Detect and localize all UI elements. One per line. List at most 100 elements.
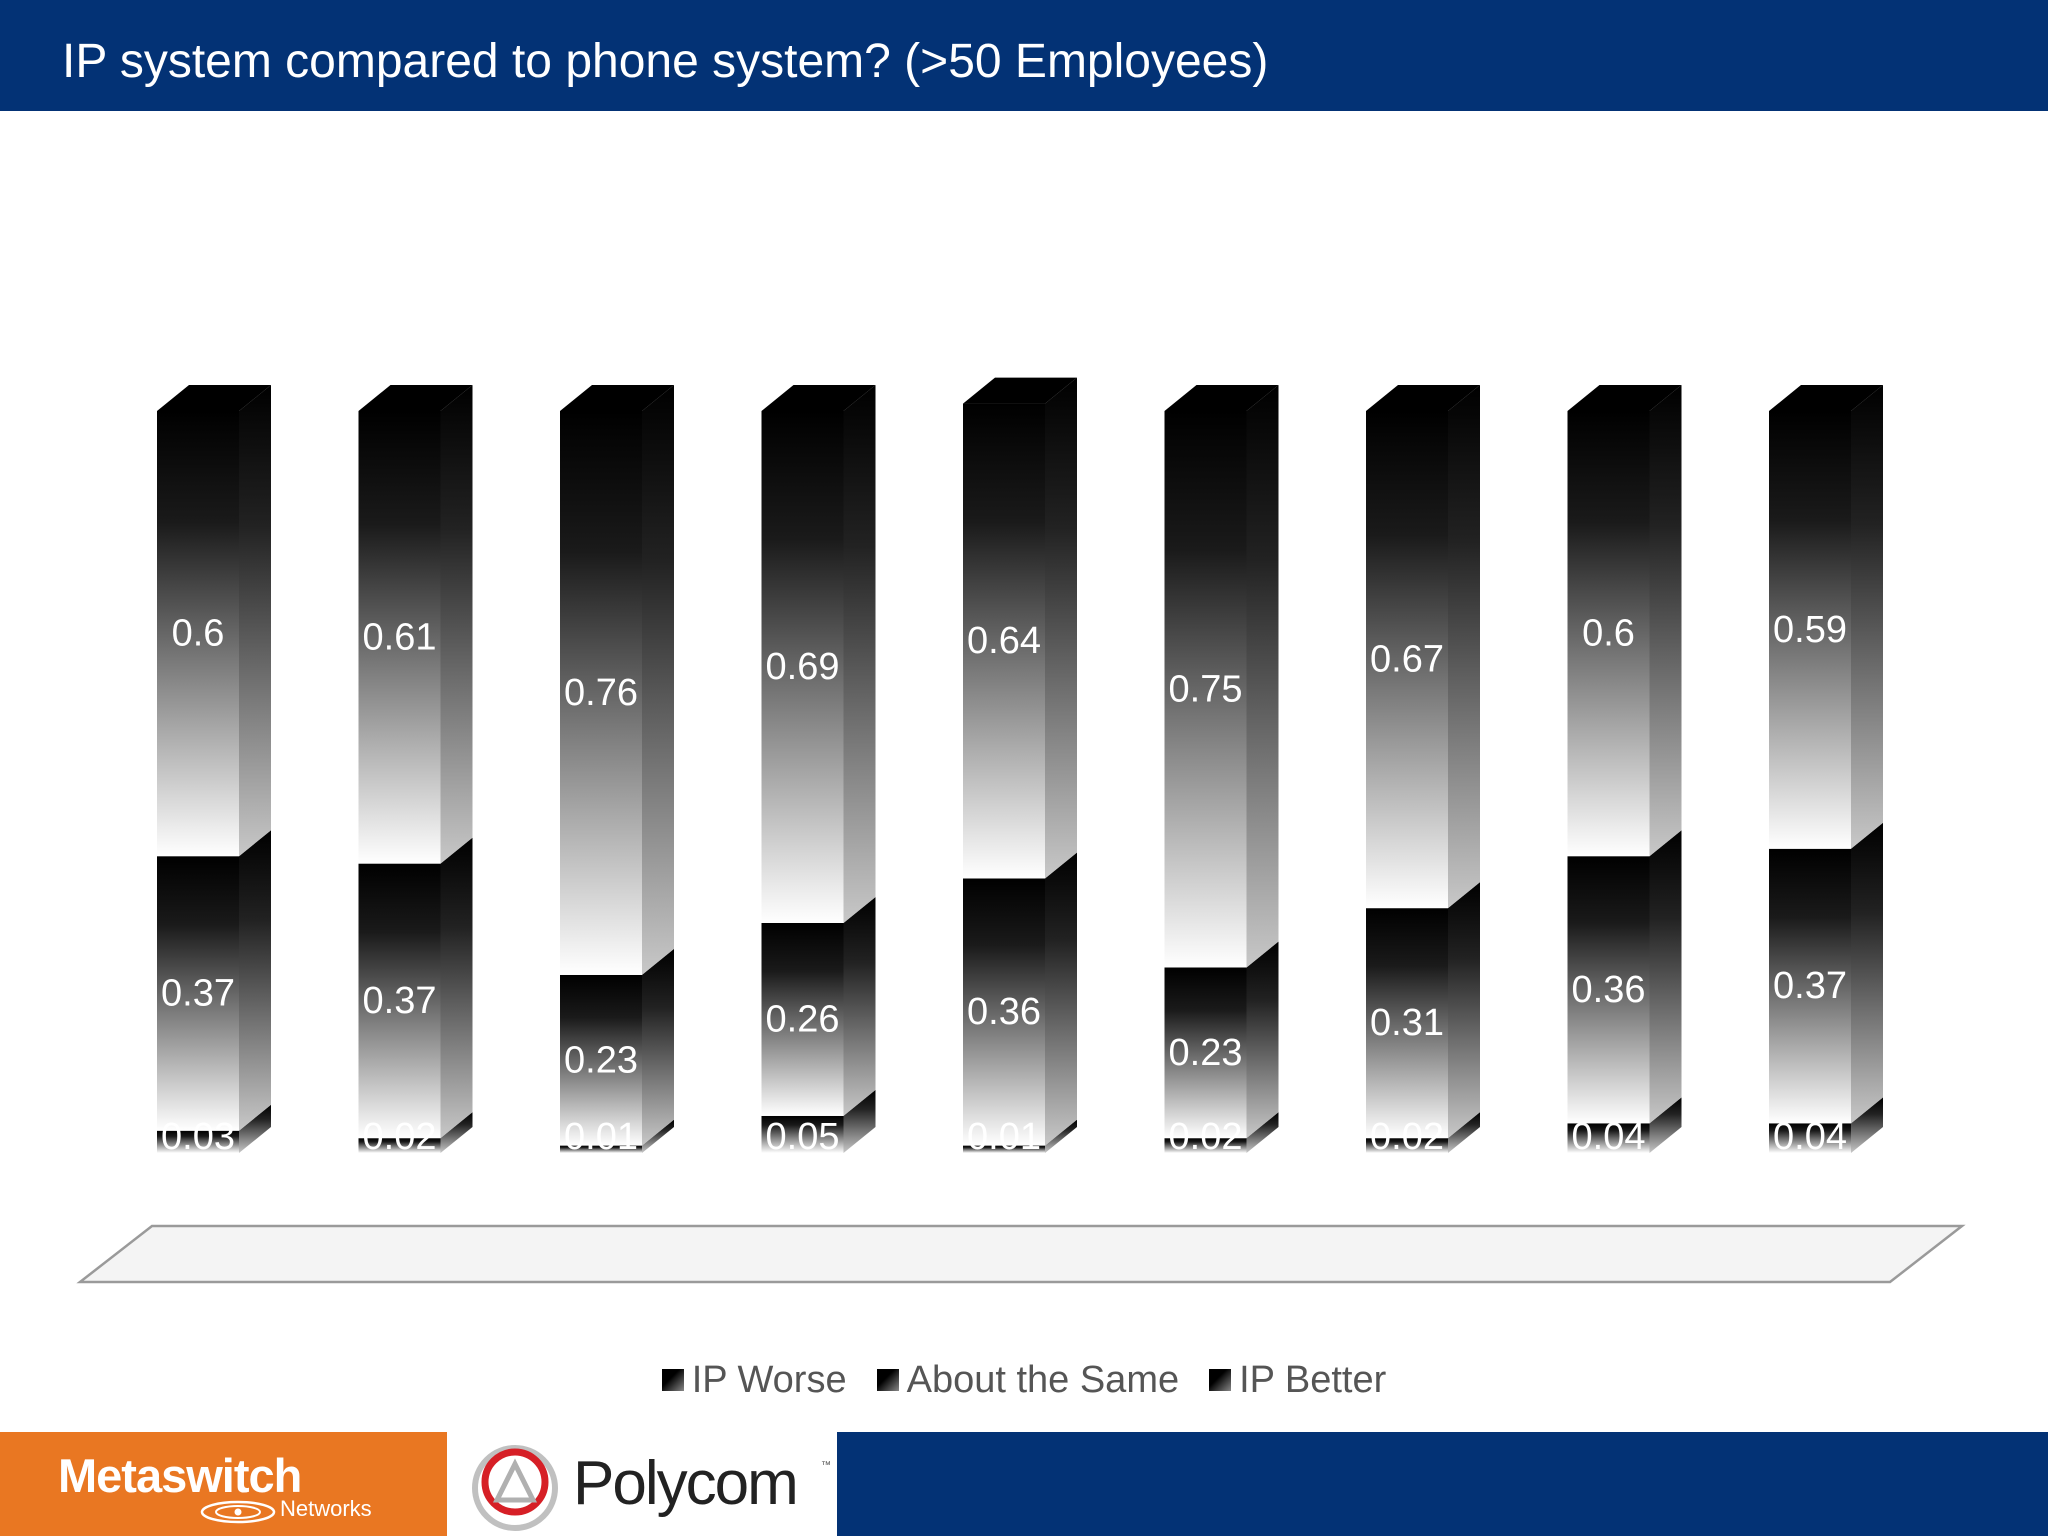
polycom-logo: Polycom ™ xyxy=(467,1436,831,1532)
data-label: 0.02 xyxy=(1370,1116,1444,1158)
page-title: IP system compared to phone system? (>50… xyxy=(62,35,1269,88)
bar-segment xyxy=(157,385,271,857)
bar-side xyxy=(1649,830,1682,1124)
bar-side xyxy=(1851,1097,1883,1153)
bar-front xyxy=(761,411,844,923)
bar-top xyxy=(157,385,271,411)
bar-front xyxy=(358,411,441,864)
bar-segment xyxy=(1164,385,1279,968)
bar-top xyxy=(1164,385,1279,411)
bar-front xyxy=(560,974,642,1146)
bar-segment xyxy=(157,830,271,1131)
bar-side xyxy=(843,896,876,1116)
bar-side xyxy=(1851,822,1883,1124)
legend-item-ip-better: IP Better xyxy=(1209,1359,1386,1402)
bar-segment xyxy=(1769,385,1883,849)
data-label: 0.36 xyxy=(1572,969,1646,1011)
bar-front xyxy=(1366,908,1448,1139)
bar-top xyxy=(1567,385,1682,411)
bar-segment xyxy=(963,852,1077,1146)
data-label: 0.64 xyxy=(967,620,1041,662)
legend-swatch-icon xyxy=(876,1369,899,1391)
bar-side xyxy=(642,948,674,1146)
bar-top xyxy=(1769,385,1883,411)
data-label: 0.59 xyxy=(1773,609,1847,651)
bar-segment xyxy=(1164,1112,1279,1153)
bar-front xyxy=(1567,1123,1650,1153)
bar-front xyxy=(1567,411,1650,857)
polycom-trademark: ™ xyxy=(821,1460,831,1471)
bar-segment xyxy=(1769,822,1883,1124)
bar-segment xyxy=(963,377,1077,879)
data-label: 0.02 xyxy=(1169,1116,1243,1158)
data-label: 0.6 xyxy=(172,613,225,655)
bar-front xyxy=(963,878,1045,1146)
bar-top xyxy=(560,385,674,411)
bar-side xyxy=(1045,852,1077,1146)
bar-segment xyxy=(1769,1097,1883,1153)
bar-segment xyxy=(761,1089,876,1153)
bar-side xyxy=(239,1104,271,1153)
metaswitch-logo: Metaswitch Networks xyxy=(58,1444,388,1528)
bar-side xyxy=(1649,1097,1682,1153)
data-label: 0.6 xyxy=(1582,613,1635,655)
bar-segment xyxy=(1567,830,1682,1124)
data-label: 0.61 xyxy=(363,616,437,658)
bar-front xyxy=(560,411,642,975)
bar-front xyxy=(1769,411,1851,849)
chart-data-labels: 0.03 0.37 0.6 0.02 0.37 0.61 0.01 0.23 0.76 0.05 0… xyxy=(161,609,1847,1158)
legend-label: IP Better xyxy=(1239,1358,1387,1401)
chart: 0.03 0.37 0.6 0.02 0.37 0.61 0.01 0.23 0.76 0.05 0… xyxy=(76,377,1966,1284)
polycom-triangle-icon xyxy=(472,1445,558,1531)
bar-front xyxy=(761,922,844,1116)
bar-top xyxy=(963,377,1077,404)
bar-front xyxy=(1164,1138,1247,1153)
bar-segment xyxy=(1366,1112,1480,1153)
bar-front xyxy=(1366,1138,1448,1153)
bar-side xyxy=(642,1119,674,1153)
data-label: 0.36 xyxy=(967,991,1041,1033)
data-label: 0.37 xyxy=(161,972,235,1014)
legend-label: About the Same xyxy=(906,1358,1180,1401)
legend-item-ip-worse: IP Worse xyxy=(661,1358,847,1402)
chart-legend: IP Worse About the Same IP Better xyxy=(0,1356,2048,1404)
bar-front xyxy=(157,411,239,857)
metaswitch-subtitle: Networks xyxy=(280,1496,372,1521)
bar-side xyxy=(1448,1112,1480,1153)
bar-side xyxy=(843,385,876,923)
metaswitch-swirl-icon xyxy=(200,1500,276,1524)
bar-front xyxy=(963,403,1045,879)
bar-front xyxy=(1164,967,1247,1139)
data-label: 0.01 xyxy=(967,1116,1041,1158)
bar-side xyxy=(1246,1112,1279,1153)
bar-front xyxy=(963,1145,1045,1153)
bar-front xyxy=(1164,411,1247,968)
bar-front xyxy=(1567,856,1650,1124)
bar-side xyxy=(440,1112,473,1153)
bar-segment xyxy=(560,1119,674,1153)
title-bar: IP system compared to phone system? (>50… xyxy=(0,0,2048,111)
bar-segment xyxy=(1366,882,1480,1139)
bar-segment xyxy=(1164,941,1279,1139)
bar-segment xyxy=(358,1112,473,1153)
data-label: 0.31 xyxy=(1370,1002,1444,1044)
bar-side xyxy=(239,385,271,857)
bar-segment xyxy=(560,385,674,975)
bar-front xyxy=(358,863,441,1139)
legend-label: IP Worse xyxy=(691,1358,847,1401)
bar-side xyxy=(239,830,271,1131)
chart-floor xyxy=(76,1224,1966,1284)
chart-bars xyxy=(157,377,1883,1153)
bar-front xyxy=(157,1130,239,1153)
data-label: 0.37 xyxy=(363,980,437,1022)
bar-segment xyxy=(560,948,674,1146)
data-label: 0.03 xyxy=(161,1116,235,1158)
data-label: 0.37 xyxy=(1773,965,1847,1007)
data-label: 0.05 xyxy=(766,1116,840,1158)
footer-polycom-panel: Polycom ™ xyxy=(447,1432,837,1536)
bar-side xyxy=(1045,1119,1077,1153)
data-label: 0.67 xyxy=(1370,639,1444,681)
bar-side xyxy=(642,385,674,975)
data-label: 0.23 xyxy=(1169,1032,1243,1074)
data-label: 0.23 xyxy=(564,1039,638,1081)
